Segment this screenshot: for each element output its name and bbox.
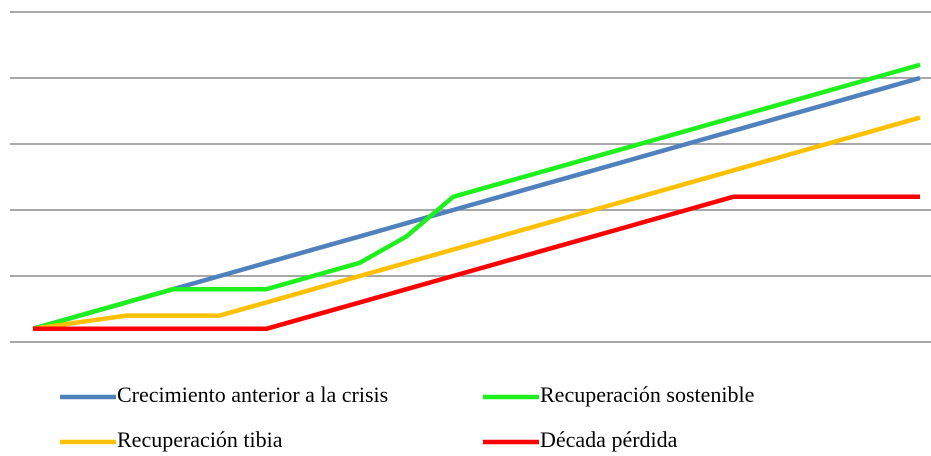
legend-label: Década pérdida: [540, 427, 678, 452]
series-line: [33, 194, 920, 332]
legend-label: Recuperación sostenible: [540, 382, 754, 407]
legend-label: Recuperación tibia: [117, 427, 283, 452]
legend-label: Crecimiento anterior a la crisis: [117, 382, 388, 407]
series-line: [32, 62, 921, 331]
series-line: [32, 115, 921, 332]
